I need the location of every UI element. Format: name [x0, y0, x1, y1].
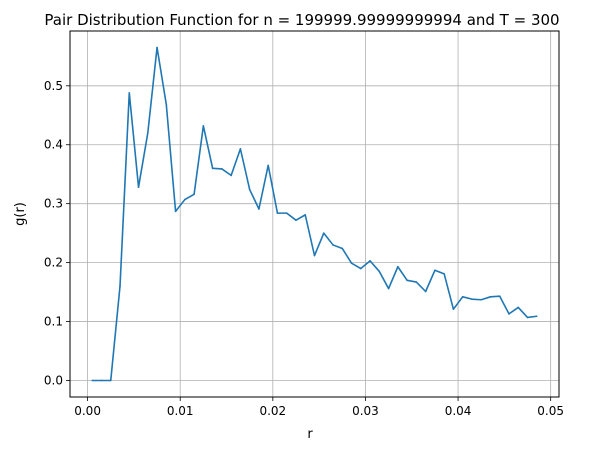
data-point — [452, 308, 455, 310]
data-point — [369, 260, 371, 262]
grid-lines — [70, 31, 559, 397]
data-point — [526, 316, 529, 319]
data-point — [221, 168, 223, 170]
data-point — [471, 298, 473, 300]
data-point — [258, 208, 260, 210]
data-point — [165, 103, 168, 106]
data-point — [119, 285, 121, 287]
data-point — [174, 210, 177, 213]
data-point — [184, 198, 186, 201]
x-tick-label: 0.00 — [74, 404, 101, 418]
y-axis-label: g(r) — [13, 202, 28, 226]
x-tick-label: 0.04 — [445, 404, 472, 418]
x-tick-label: 0.01 — [167, 404, 194, 418]
data-point — [378, 270, 381, 273]
data-point — [341, 247, 344, 250]
data-point — [109, 379, 112, 382]
y-tick-label: 0.0 — [44, 373, 63, 387]
data-point — [434, 269, 436, 272]
y-tick-label: 0.5 — [44, 79, 63, 93]
chart-title: Pair Distribution Function for n = 19999… — [44, 11, 559, 29]
data-point — [202, 125, 205, 127]
data-point — [276, 212, 279, 214]
data-point — [535, 315, 538, 318]
data-point — [406, 279, 408, 282]
data-point — [517, 306, 520, 309]
data-point — [248, 188, 251, 191]
data-point — [424, 290, 427, 293]
data-point — [211, 167, 214, 170]
data-point — [332, 244, 334, 246]
data-point — [508, 313, 510, 315]
data-point — [137, 186, 140, 188]
data-point — [193, 193, 195, 196]
data-point — [267, 164, 269, 167]
x-axis-label: r — [307, 427, 313, 442]
data-point — [443, 273, 445, 275]
x-tick-label: 0.02 — [259, 404, 286, 418]
data-point — [295, 219, 297, 221]
y-tick-label: 0.3 — [44, 197, 63, 211]
data-point — [156, 46, 158, 49]
y-tick-label: 0.4 — [44, 138, 63, 152]
x-tick-label: 0.05 — [537, 404, 564, 418]
data-point — [461, 296, 464, 298]
y-tick-label: 0.1 — [44, 315, 63, 329]
data-point — [350, 262, 353, 265]
data-point — [415, 281, 418, 283]
data-point — [313, 254, 316, 257]
x-tick-label: 0.03 — [352, 404, 379, 418]
data-point — [322, 232, 325, 234]
data-point — [397, 265, 399, 268]
tick-layer: 0.00 0.01 0.02 0.03 0.04 0.05 0.0 0.1 0.2 0.3 0.4 0… — [44, 79, 564, 418]
data-point — [387, 287, 390, 290]
plot-frame — [69, 30, 560, 398]
data-point — [91, 379, 94, 382]
data-point — [360, 267, 362, 270]
data-point — [146, 132, 149, 134]
data-point — [304, 214, 307, 216]
data-point — [239, 148, 242, 150]
series-layer — [91, 46, 538, 382]
data-point — [489, 296, 492, 298]
data-point — [480, 298, 483, 301]
data-point — [100, 379, 103, 382]
data-point — [230, 174, 232, 177]
data-point — [285, 212, 288, 214]
y-tick-label: 0.2 — [44, 256, 63, 270]
data-point — [498, 295, 501, 298]
data-point — [128, 92, 131, 94]
